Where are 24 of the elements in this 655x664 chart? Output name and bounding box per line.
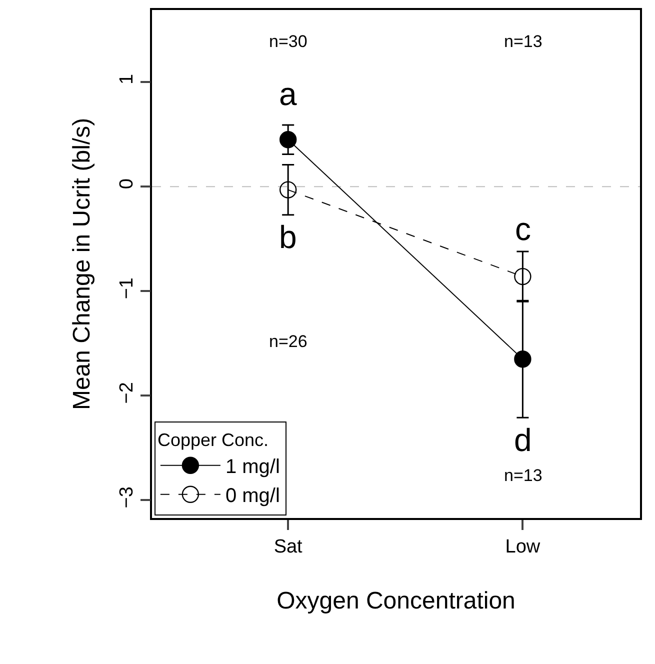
annotation: n=13 bbox=[504, 466, 542, 485]
x-tick-label: Sat bbox=[274, 536, 304, 558]
legend-label: 0 mg/l bbox=[225, 485, 280, 508]
annotation: d bbox=[514, 422, 532, 458]
y-tick-label: 1 bbox=[116, 74, 138, 85]
legend-title: Copper Conc. bbox=[157, 430, 269, 450]
annotation: n=13 bbox=[504, 32, 542, 51]
x-axis-title: Oxygen Concentration bbox=[276, 587, 516, 614]
x-tick-label: Low bbox=[505, 536, 540, 558]
y-tick-label: −2 bbox=[116, 382, 138, 404]
y-axis-title: Mean Change in Ucrit (bl/s) bbox=[68, 118, 96, 410]
legend-label: 1 mg/l bbox=[225, 456, 280, 478]
point bbox=[514, 350, 532, 368]
annotation: a bbox=[279, 76, 297, 112]
point bbox=[279, 131, 297, 148]
annotation: c bbox=[515, 211, 531, 247]
annotation: n=26 bbox=[269, 332, 308, 351]
annotation: b bbox=[279, 219, 297, 255]
y-tick-label: 0 bbox=[116, 178, 138, 190]
point bbox=[514, 268, 532, 286]
y-tick-label: −1 bbox=[116, 277, 138, 300]
annotation: n=30 bbox=[269, 32, 308, 51]
point bbox=[279, 181, 297, 198]
y-tick-label: −3 bbox=[116, 486, 138, 508]
